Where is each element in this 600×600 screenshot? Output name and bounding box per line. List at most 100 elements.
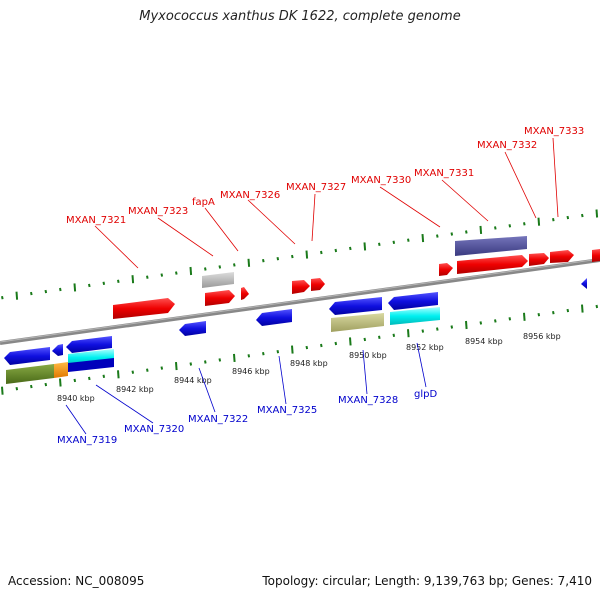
gene-arrow-MXAN_7333[interactable] xyxy=(550,250,574,263)
gene-arrow-MXAN_7332[interactable] xyxy=(529,253,549,266)
gene-arrow-edge[interactable] xyxy=(592,249,600,262)
minor-tick xyxy=(378,242,381,246)
tick-label: 8946 kbp xyxy=(232,367,270,376)
gene-arrow-MXAN_7331[interactable] xyxy=(457,255,528,274)
top-labels: MXAN_7321 MXAN_7323 fapA MXAN_7326 MXAN_… xyxy=(66,126,584,226)
leader-lines-top xyxy=(94,137,559,269)
minor-tick xyxy=(392,333,396,337)
gene-arrow-MXAN_7321[interactable] xyxy=(113,298,175,319)
minor-tick xyxy=(146,275,149,279)
gene-label-top[interactable]: MXAN_7332 xyxy=(477,140,537,151)
gene-box-olive[interactable] xyxy=(6,364,54,384)
minor-tick xyxy=(494,319,497,323)
tick-label: 8942 kbp xyxy=(116,385,154,394)
minor-tick xyxy=(378,335,381,339)
minor-tick xyxy=(1,296,4,300)
gene-arrow-MXAN_7322[interactable] xyxy=(179,321,206,336)
major-tick xyxy=(73,283,77,292)
major-tick xyxy=(349,337,352,346)
major-tick xyxy=(523,312,526,321)
gene-label-bottom[interactable]: MXAN_7322 xyxy=(188,414,248,425)
minor-tick xyxy=(218,265,222,269)
major-tick xyxy=(247,258,251,267)
gene-label-top[interactable]: MXAN_7330 xyxy=(351,175,411,186)
minor-tick xyxy=(247,354,251,358)
gene-arrow-MXAN_7327b[interactable] xyxy=(311,278,325,291)
map-title: Myxococcus xanthus DK 1622, complete gen… xyxy=(139,9,461,24)
gene-arrow-MXAN_7326[interactable] xyxy=(241,287,249,300)
tick-label: 8956 kbp xyxy=(523,332,561,341)
gene-label-top[interactable]: MXAN_7331 xyxy=(414,168,474,179)
minor-tick xyxy=(334,248,338,253)
gene-arrow-MXAN_7320[interactable] xyxy=(66,336,112,353)
major-tick xyxy=(233,353,236,362)
tick-labels: 8940 kbp 8942 kbp 8944 kbp 8946 kbp 8948… xyxy=(57,332,561,403)
major-tick xyxy=(581,304,584,313)
minor-tick xyxy=(436,234,439,238)
gene-arrow-MXAN_7330[interactable] xyxy=(439,263,453,276)
gene-label-top[interactable]: MXAN_7333 xyxy=(524,126,584,137)
minor-tick xyxy=(566,308,570,313)
major-tick xyxy=(189,266,193,276)
gene-arrow-MXAN_7319a[interactable] xyxy=(4,347,50,365)
gene-box-purple[interactable] xyxy=(455,236,527,256)
major-tick xyxy=(1,386,4,395)
minor-tick xyxy=(508,224,512,228)
gene-arrow-glpD[interactable] xyxy=(388,292,438,310)
gene-arrow-fapA[interactable] xyxy=(205,290,235,306)
major-tick xyxy=(537,217,541,226)
major-tick xyxy=(363,242,367,251)
gene-box-MXAN_7323[interactable] xyxy=(202,272,234,288)
minor-tick xyxy=(88,283,91,288)
top-tick-track xyxy=(1,209,599,300)
gene-arrow-MXAN_7319b[interactable] xyxy=(52,344,63,356)
minor-tick xyxy=(320,250,323,255)
gene-box-khaki[interactable] xyxy=(331,313,384,332)
tick-label: 8950 kbp xyxy=(349,351,387,360)
minor-tick xyxy=(15,387,19,391)
minor-tick xyxy=(407,238,410,242)
major-tick xyxy=(117,370,120,379)
gene-label-bottom[interactable]: MXAN_7320 xyxy=(124,424,184,435)
gene-label-bottom[interactable]: MXAN_7328 xyxy=(338,395,398,406)
gene-arrow-MXAN_7327a[interactable] xyxy=(292,280,310,294)
tick-label: 8948 kbp xyxy=(290,359,328,368)
gene-label-top[interactable]: MXAN_7323 xyxy=(128,206,188,217)
gene-arrow-edge-rev[interactable] xyxy=(581,278,587,289)
tick-label: 8954 kbp xyxy=(465,337,503,346)
minor-tick xyxy=(421,329,425,333)
gene-label-top[interactable]: MXAN_7327 xyxy=(286,182,346,193)
minor-tick xyxy=(276,350,280,354)
gene-arrow-MXAN_7328[interactable] xyxy=(329,297,382,315)
major-tick xyxy=(421,234,425,243)
gene-label-bottom[interactable]: MXAN_7325 xyxy=(257,405,317,416)
gene-label-bottom[interactable]: MXAN_7319 xyxy=(57,435,117,446)
minor-tick xyxy=(233,263,236,267)
gene-box-orange[interactable] xyxy=(54,362,68,378)
minor-tick xyxy=(291,254,294,259)
minor-tick xyxy=(349,246,352,251)
gene-arrow-MXAN_7325[interactable] xyxy=(256,309,292,326)
gene-label-top[interactable]: MXAN_7326 xyxy=(220,190,280,201)
minor-tick xyxy=(102,374,106,378)
minor-tick xyxy=(479,321,483,325)
genome-backbone-highlight xyxy=(0,258,600,343)
major-tick xyxy=(175,362,178,371)
bottom-labels: MXAN_7319 MXAN_7320 MXAN_7322 MXAN_7325 … xyxy=(57,389,437,446)
forward-strand-genes xyxy=(113,236,600,319)
minor-tick xyxy=(204,360,207,364)
gene-label-top[interactable]: MXAN_7321 xyxy=(66,215,126,226)
minor-tick xyxy=(30,291,33,296)
gene-box-cyan-2[interactable] xyxy=(68,358,114,372)
minor-tick xyxy=(88,376,91,381)
major-tick xyxy=(131,275,135,284)
minor-tick xyxy=(305,345,309,350)
gene-box-cyan-3[interactable] xyxy=(390,307,440,325)
major-tick xyxy=(291,345,294,354)
gene-label-top[interactable]: fapA xyxy=(192,197,215,208)
tick-label: 8940 kbp xyxy=(57,394,95,403)
minor-tick xyxy=(59,287,62,292)
gene-label-bottom[interactable]: glpD xyxy=(414,389,437,400)
minor-tick xyxy=(363,337,367,342)
